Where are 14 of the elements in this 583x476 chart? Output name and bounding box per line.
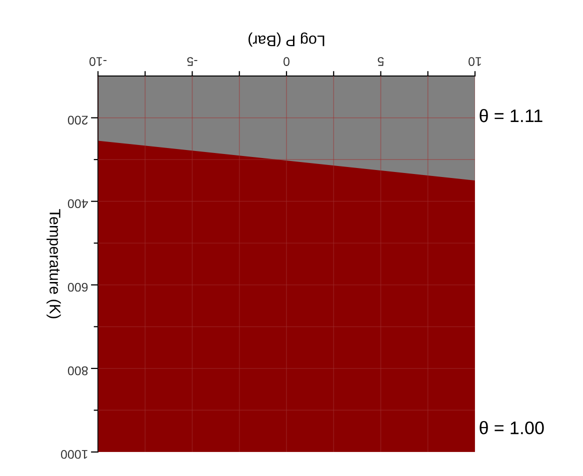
y-tick-label: 800	[68, 366, 88, 376]
y-tick-label: 1000	[60, 450, 88, 459]
y-tick-label: 200	[68, 116, 88, 125]
x-tick-label: 0	[284, 57, 290, 66]
x-tick-label: -5	[187, 57, 198, 66]
text: θ = 1.11	[480, 108, 542, 122]
text: θ = 1.00	[480, 421, 544, 434]
y-tick-label: 400	[68, 199, 88, 208]
y-axis-title: Temperature (K)	[46, 209, 61, 318]
x-axis-title: Log P (Bar)	[248, 32, 324, 47]
y-tick-label: 600	[68, 282, 88, 292]
x-tick-label: 5	[378, 57, 384, 66]
x-tick-label: 10	[468, 57, 481, 66]
x-tick-label: -10	[89, 57, 106, 66]
